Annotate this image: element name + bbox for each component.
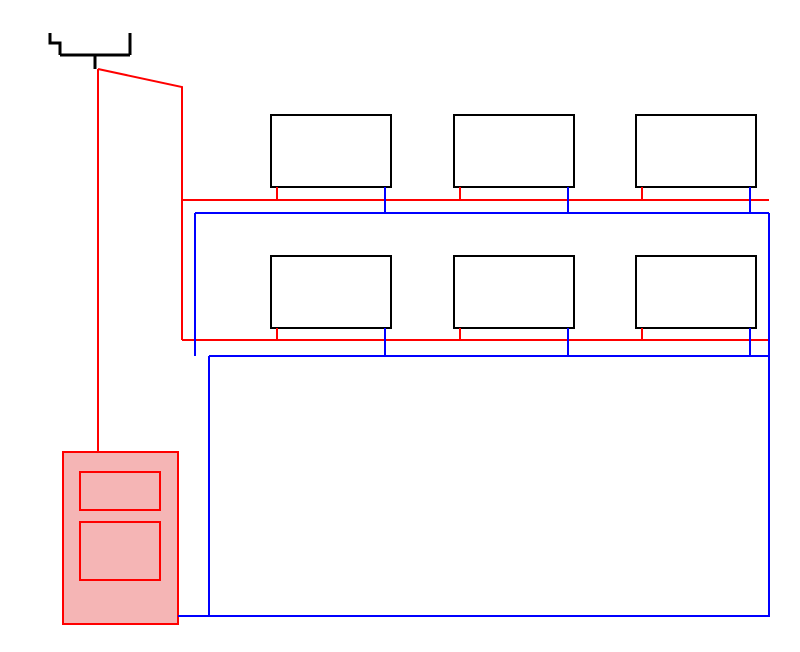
radiator-top-0-frame <box>271 115 391 187</box>
heating-system-diagram <box>0 0 800 652</box>
return-main-right <box>178 356 769 616</box>
supply-drop-top <box>98 69 182 200</box>
return-main-left <box>178 356 209 616</box>
radiator-top-2-frame <box>636 115 756 187</box>
radiator-bottom-0-frame <box>271 256 391 328</box>
boiler-panel-1 <box>80 522 160 580</box>
radiator-top-1-frame <box>454 115 574 187</box>
radiator-bottom-1-frame <box>454 256 574 328</box>
boiler-panel-0 <box>80 472 160 510</box>
expansion-tank-left <box>50 33 60 55</box>
radiator-bottom-2-frame <box>636 256 756 328</box>
